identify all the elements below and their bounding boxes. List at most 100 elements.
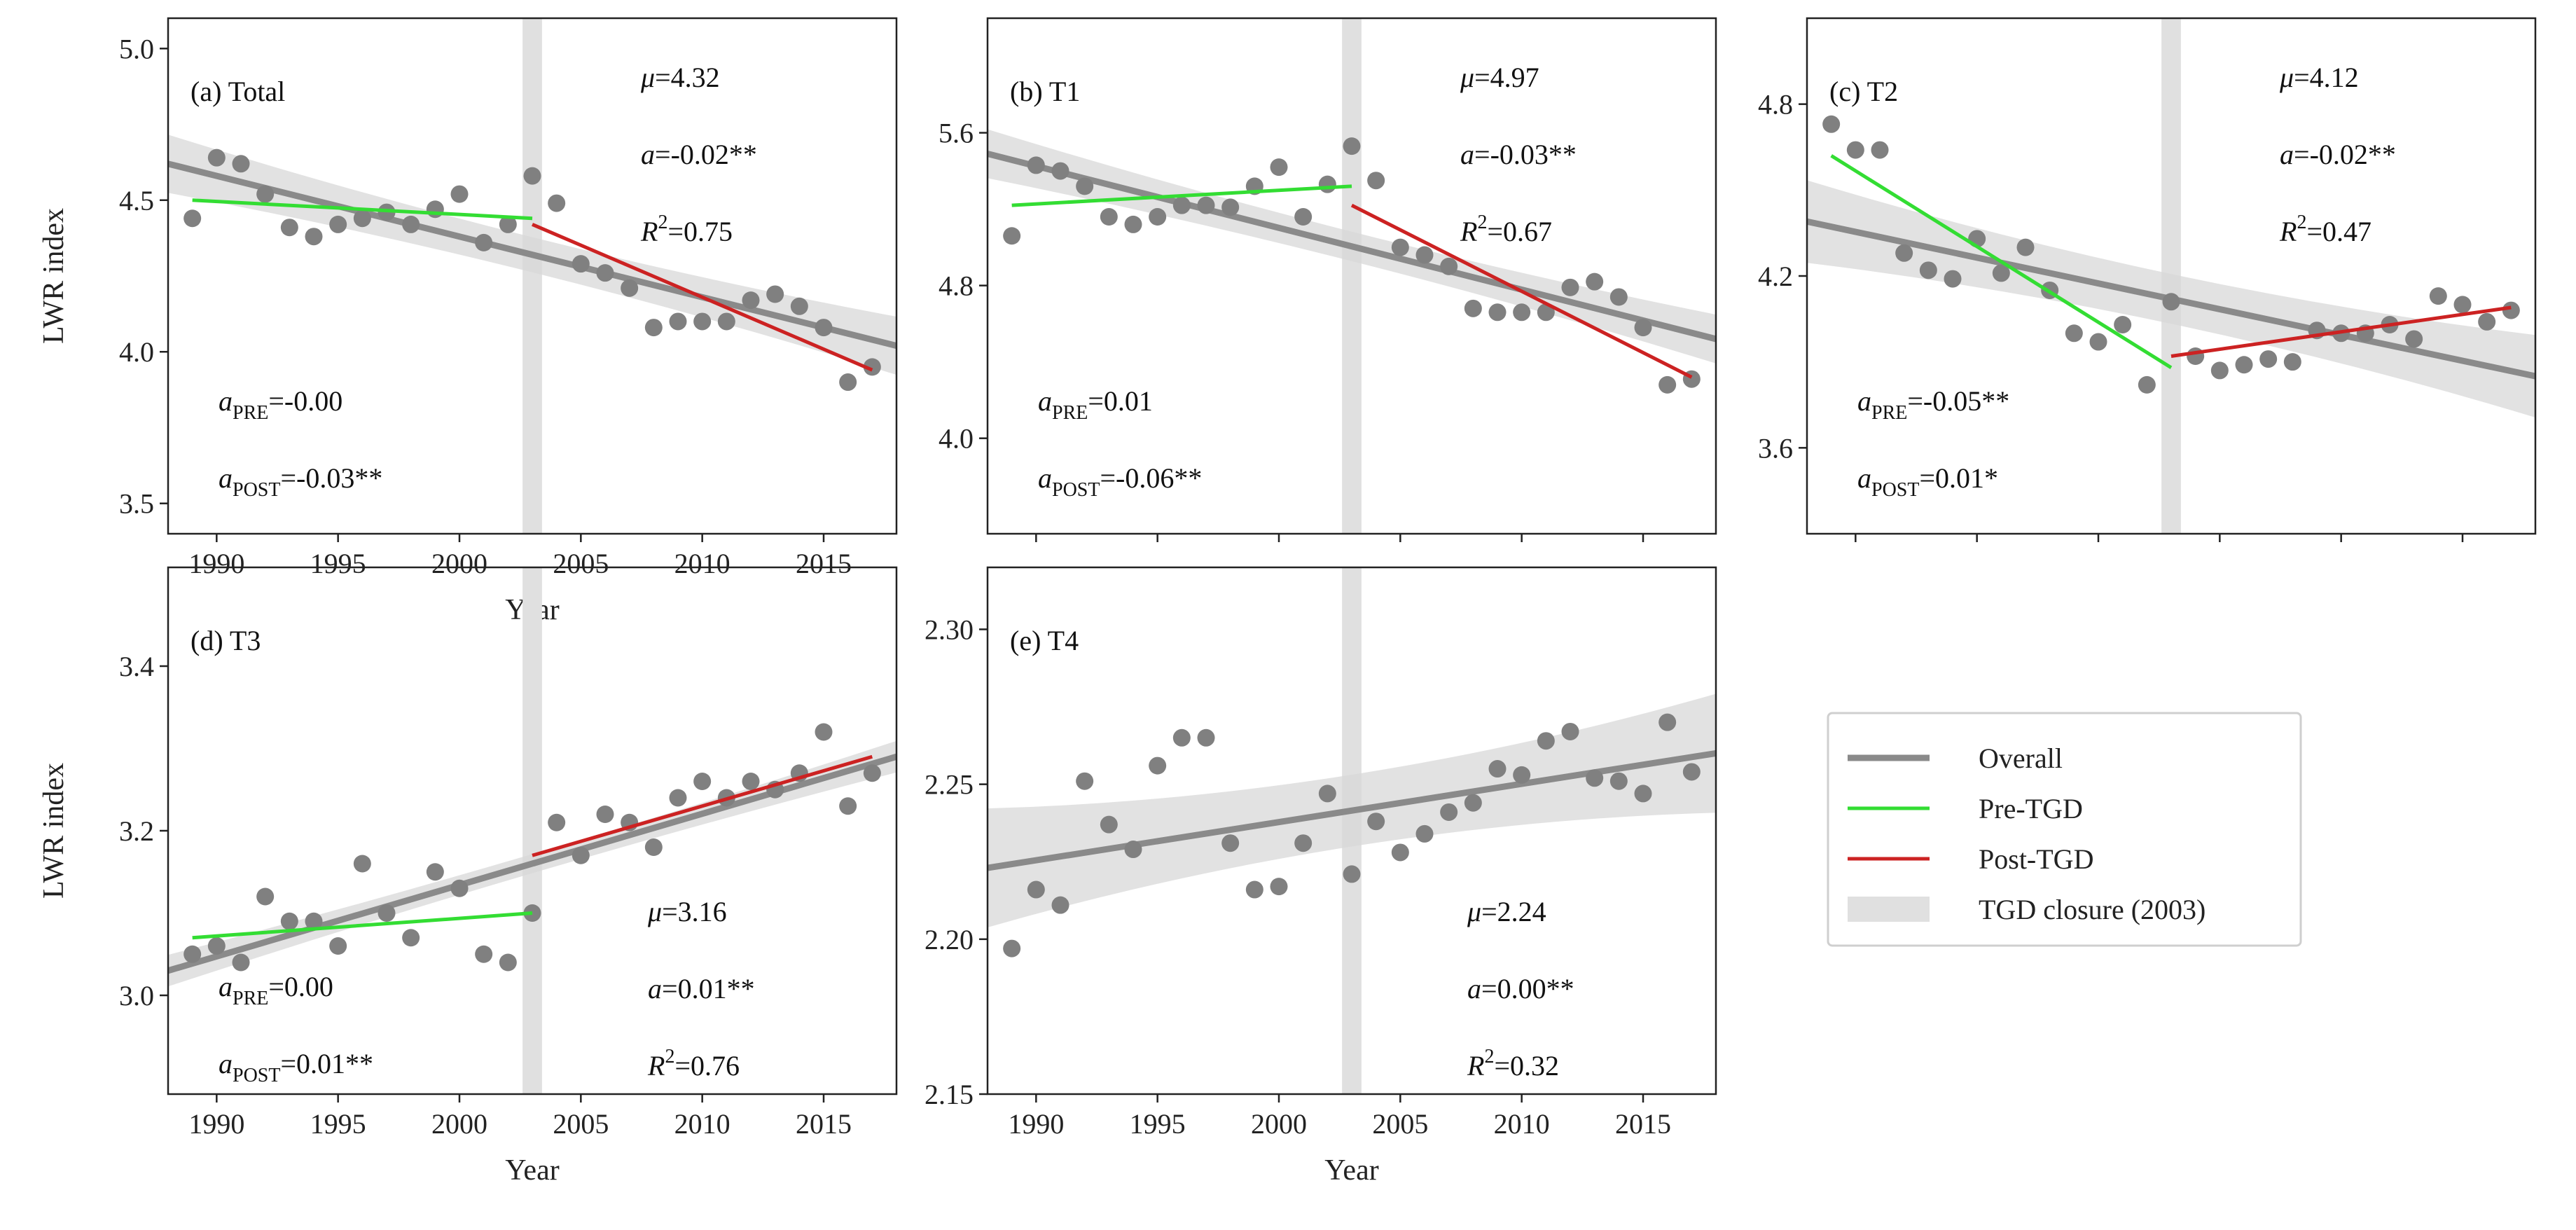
stat-slope-value: -0.03** — [1490, 139, 1577, 170]
panel-frame — [986, 17, 1717, 535]
overall-fit-line — [988, 151, 1716, 343]
data-point — [1537, 732, 1555, 750]
data-point — [499, 215, 517, 233]
data-point — [1270, 878, 1288, 896]
data-point — [280, 219, 298, 237]
data-point — [1682, 763, 1701, 781]
data-point — [644, 838, 663, 856]
plot-area — [988, 18, 1716, 534]
x-tick-label: 2015 — [1615, 1108, 1671, 1140]
data-point — [1124, 841, 1142, 859]
data-point — [1440, 257, 1458, 275]
x-tick-label: 2005 — [1372, 1108, 1428, 1140]
tgd-band — [1342, 18, 1362, 534]
data-point — [1895, 244, 1913, 262]
data-point — [475, 945, 493, 963]
panel-5: 2.15 2.20 2.25 2.30 1990 1995 2000 2005 2010 2015… — [925, 566, 1717, 1187]
x-tick-label: 1995 — [1130, 1108, 1186, 1140]
y-tick-label: 5.6 — [939, 118, 974, 149]
data-point — [1513, 766, 1531, 784]
data-point — [280, 912, 298, 930]
x-tick-label: 2005 — [553, 1108, 609, 1140]
y-tick-label: 4.8 — [1758, 89, 1793, 120]
stat-slope: a=-0.02** — [641, 139, 757, 170]
overall-fit-line — [168, 160, 896, 349]
panel-2: 4.0 4.8 5.6 (b) T1 μ=4.97 a=-0.03** R2=0.67 aPR… — [939, 17, 1717, 542]
stat-mu: μ=4.32 — [640, 62, 720, 93]
data-point — [596, 806, 614, 823]
y-tick-label: 3.6 — [1758, 432, 1793, 464]
data-point — [863, 358, 881, 376]
a-post-value: -0.06** — [1116, 462, 1202, 494]
data-point — [1294, 834, 1313, 852]
x-tick-label: 2015 — [796, 548, 852, 579]
data-point — [1846, 141, 1864, 159]
data-point — [2502, 301, 2520, 319]
legend-label-2: Pre-TGD — [1979, 793, 2083, 824]
data-point — [2016, 238, 2035, 256]
data-point — [207, 937, 226, 955]
data-point — [693, 312, 712, 331]
a-pre-value: -0.05** — [1923, 385, 2009, 417]
panel-4: 3.0 3.2 3.4 1990 1995 2000 2005 2010 2015 LWR ind… — [38, 566, 898, 1187]
stat-slope: a=-0.03** — [1460, 139, 1577, 170]
data-point — [329, 937, 347, 955]
data-point — [1003, 227, 1021, 245]
data-point — [183, 945, 202, 963]
y-tick-label: 4.2 — [1758, 261, 1793, 292]
data-point — [1659, 713, 1677, 731]
data-point — [2187, 347, 2205, 365]
data-point — [499, 953, 517, 972]
x-tick-label: 1990 — [188, 548, 244, 579]
y-tick-label: 4.0 — [939, 423, 974, 455]
data-point — [1027, 156, 1045, 174]
panel-1: 3.5 4.0 4.5 5.0 1990 1995 2000 2005 2010 2015 LWR … — [38, 17, 898, 626]
data-point — [475, 233, 493, 251]
tgd-band — [522, 567, 542, 1094]
post-tgd-fit-line — [532, 754, 873, 857]
data-point — [742, 291, 760, 310]
data-point — [572, 255, 590, 273]
legend-label-4: TGD closure (2003) — [1979, 894, 2205, 925]
data-point — [1100, 815, 1118, 834]
data-point — [717, 312, 735, 331]
a-post-value: -0.03** — [296, 462, 382, 494]
data-point — [1367, 813, 1385, 831]
data-point — [256, 887, 275, 906]
data-point — [232, 953, 250, 972]
data-point — [1343, 137, 1361, 156]
legend-label-3: Post-TGD — [1979, 843, 2093, 875]
data-point — [815, 319, 833, 337]
data-point — [1221, 834, 1240, 852]
data-point — [1561, 278, 1579, 296]
stat-r2-value: 0.32 — [1510, 1050, 1559, 1082]
plot-area — [168, 567, 896, 1094]
data-point — [1318, 175, 1336, 193]
x-axis-label: Year — [505, 1154, 559, 1187]
data-point — [1124, 215, 1142, 233]
a-pre-label: aPRE=-0.05** — [1857, 385, 2009, 424]
data-point — [766, 285, 784, 303]
stat-r2-value: 0.67 — [1503, 216, 1552, 247]
data-point — [1634, 319, 1652, 337]
panel-frame — [167, 17, 898, 535]
stat-slope-value: 0.01** — [678, 973, 755, 1004]
data-point — [2405, 330, 2423, 348]
legend-label-1: Overall — [1979, 742, 2063, 774]
data-point — [2114, 316, 2132, 334]
panel-frame — [986, 566, 1717, 1096]
stat-mu: μ=2.24 — [1467, 896, 1546, 927]
data-point — [1871, 141, 1889, 159]
a-post-label: aPOST=0.01** — [219, 1048, 373, 1086]
data-point — [2162, 293, 2180, 311]
data-point — [1197, 196, 1215, 214]
data-point — [1318, 785, 1336, 803]
data-point — [1245, 880, 1263, 899]
data-point — [790, 297, 808, 315]
data-point — [329, 215, 347, 233]
data-point — [1488, 303, 1507, 322]
y-tick-label: 5.0 — [119, 33, 154, 64]
data-point — [2478, 312, 2496, 331]
pre-tgd-fit-line — [1011, 184, 1352, 207]
